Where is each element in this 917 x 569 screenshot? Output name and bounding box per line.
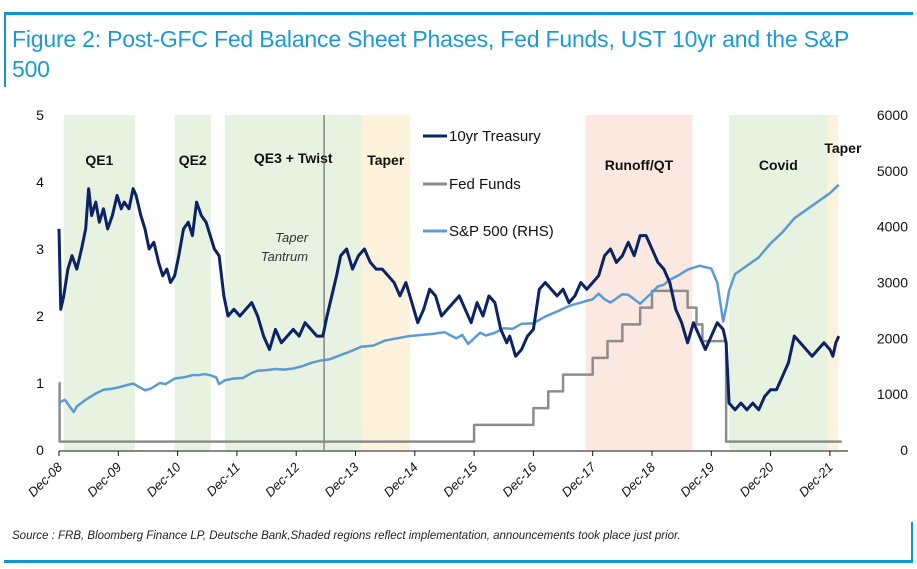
series-lines (57, 183, 842, 443)
y-right-tick-label: 3000 (877, 275, 908, 291)
x-tick-label: Dec-18 (618, 459, 659, 500)
y-left-tick-label: 4 (36, 174, 44, 190)
legend: 10yr Treasury Fed Funds S&P 500 (RHS) (423, 128, 554, 240)
source-note: Source : FRB, Bloomberg Finance LP, Deut… (12, 530, 681, 542)
series-fed-funds (58, 289, 842, 443)
phase-region-runoff-qt (585, 115, 693, 450)
phase-region-qe3-twist (225, 115, 362, 450)
frame-right-border (911, 522, 913, 562)
x-tick-label: Dec-13 (321, 459, 362, 500)
x-tick-label: Dec-09 (84, 460, 124, 500)
figure-title: Figure 2: Post-GFC Fed Balance Sheet Pha… (12, 26, 849, 82)
y-right-tick-label: 0 (900, 442, 908, 458)
x-tick-label: Dec-10 (143, 459, 184, 500)
series-10yr-treasury (57, 187, 841, 412)
phase-labels: QE1 QE2 QE3 + Twist Taper Runoff/QT Covid Tape… (85, 140, 862, 173)
frame-top-border (4, 12, 913, 15)
phase-region-taper (361, 115, 411, 450)
phase-label: Taper (824, 140, 862, 156)
x-tick-label: Dec-20 (736, 459, 777, 500)
phase-label: QE1 (85, 152, 113, 168)
x-tick-label: Dec-14 (381, 460, 421, 500)
legend-label: S&P 500 (RHS) (449, 223, 554, 240)
y-left-tick-label: 1 (36, 375, 44, 391)
phase-regions (63, 115, 839, 450)
x-tick-label: Dec-16 (499, 459, 540, 500)
taper-tantrum-label-line2: Tantrum (261, 249, 308, 264)
y-right-tick-label: 6000 (877, 107, 908, 123)
phase-region-qe2 (174, 115, 211, 450)
legend-label: Fed Funds (449, 176, 521, 193)
phase-label: QE2 (179, 152, 207, 168)
series-s-p-500-rhs (58, 183, 840, 414)
phase-region-qe1 (63, 115, 135, 450)
phase-label: QE3 + Twist (254, 150, 333, 166)
x-tick-label: Dec-08 (25, 459, 66, 500)
y-left-tick-label: 3 (36, 241, 44, 257)
y-left-tick-label: 2 (36, 308, 44, 324)
y-right-tick-label: 1000 (877, 386, 908, 402)
phase-region-covid (729, 115, 828, 450)
x-tick-label: Dec-17 (559, 459, 600, 500)
y-right-tick-label: 2000 (877, 330, 908, 346)
y-left-tick-label: 5 (36, 107, 44, 123)
y-right-tick-label: 5000 (877, 163, 908, 179)
x-tick-label: Dec-21 (796, 460, 836, 500)
x-tick-label: Dec-19 (677, 460, 717, 500)
phase-label: Runoff/QT (605, 157, 674, 173)
phase-label: Taper (367, 152, 405, 168)
frame-bottom-border (4, 560, 913, 563)
phase-label: Covid (759, 157, 798, 173)
x-tick-label: Dec-15 (440, 459, 481, 500)
phase-region-taper (827, 115, 839, 450)
y-right-tick-label: 4000 (877, 219, 908, 235)
taper-tantrum-label-line1: Taper (275, 230, 308, 245)
legend-label: 10yr Treasury (449, 128, 541, 145)
y-left-tick-label: 0 (36, 442, 44, 458)
x-tick-label: Dec-12 (262, 459, 303, 500)
frame-left-border (4, 12, 6, 87)
x-tick-label: Dec-11 (203, 460, 243, 500)
